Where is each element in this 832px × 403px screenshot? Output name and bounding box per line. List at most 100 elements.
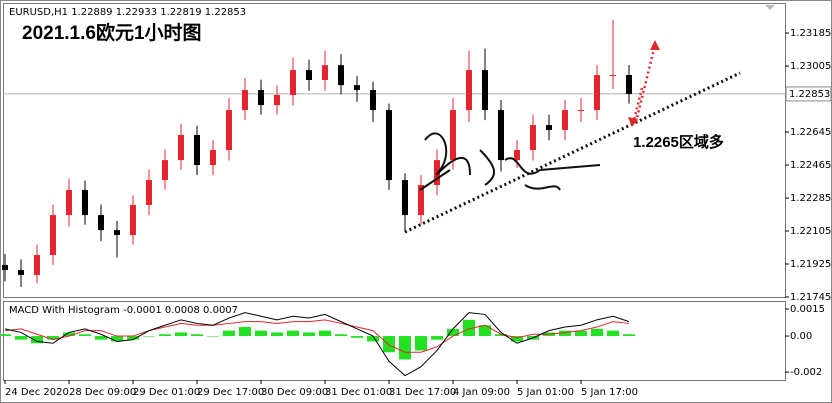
macd-histogram-bar xyxy=(271,332,283,337)
macd-histogram-bar xyxy=(447,328,459,337)
candle-body xyxy=(402,180,408,216)
candle-body xyxy=(194,134,200,166)
x-tick-label: 4 Jan 09:00 xyxy=(453,387,510,398)
macd-histogram-bar xyxy=(431,336,443,340)
macd-histogram-bar xyxy=(239,327,251,337)
y-tick-label: 1.23005 xyxy=(790,61,831,72)
candle-body xyxy=(578,110,584,112)
up-arrow xyxy=(634,44,657,123)
candle-body xyxy=(114,230,120,236)
macd-histogram-bar xyxy=(127,336,139,340)
macd-y-tick-label: -0.002 xyxy=(790,367,822,378)
y-tick-label: 1.22285 xyxy=(790,193,831,204)
candle-body xyxy=(530,125,536,150)
up-arrow-head xyxy=(650,40,660,50)
x-tick-label: 5 Jan 01:00 xyxy=(517,387,574,398)
macd-histogram-bar xyxy=(63,332,75,337)
candle-body xyxy=(466,70,472,111)
y-tick-label: 1.21745 xyxy=(790,292,831,303)
candle-body xyxy=(290,70,296,96)
macd-histogram-bar xyxy=(191,334,203,337)
macd-histogram-bar xyxy=(31,336,43,344)
down-arrow xyxy=(632,87,644,121)
candle-body xyxy=(226,110,232,150)
macd-panel xyxy=(3,301,786,381)
y-tick-label: 1.23185 xyxy=(790,28,831,39)
candle-body xyxy=(450,110,456,161)
plot-layer: 1.23185 1.23005 1.22645 1.22465 1.22285 1.221… xyxy=(0,20,832,398)
candle-body xyxy=(594,75,600,111)
macd-histogram-bar xyxy=(15,336,27,340)
candle-body xyxy=(514,150,520,161)
candle-body xyxy=(18,270,24,276)
macd-histogram-bar xyxy=(143,336,155,337)
candle-body xyxy=(50,215,56,256)
macd-histogram-bar xyxy=(223,330,235,337)
macd-histogram-bar xyxy=(175,332,187,337)
candle-body xyxy=(354,85,360,91)
y-tick-label: 1.22105 xyxy=(790,226,831,237)
candle-body xyxy=(626,75,632,94)
candle-body xyxy=(162,160,168,181)
x-tick-label: 29 Dec 01:00 xyxy=(133,387,200,398)
macd-histogram-bar xyxy=(463,319,475,337)
candle-body xyxy=(562,110,568,131)
chart-title: 2021.1.6欧元1小时图 xyxy=(22,21,202,44)
candle-body xyxy=(306,70,312,80)
macd-histogram-bar xyxy=(47,336,59,340)
x-tick-label: 24 Dec 2020 xyxy=(5,387,69,398)
candle-body xyxy=(418,185,424,216)
x-tick-label: 30 Dec 09:00 xyxy=(261,387,328,398)
macd-histogram-bar xyxy=(479,325,491,337)
macd-histogram-bar xyxy=(367,336,379,342)
macd-histogram-bar xyxy=(591,328,603,337)
x-tick-label: 31 Dec 17:00 xyxy=(389,387,456,398)
macd-histogram-bar xyxy=(623,334,635,337)
macd-histogram-bar xyxy=(255,330,267,337)
candle-body xyxy=(322,65,328,80)
candle-body xyxy=(482,70,488,111)
current-price-box xyxy=(785,86,832,102)
candle-body xyxy=(178,134,184,161)
x-tick-label: 5 Jan 17:00 xyxy=(581,387,638,398)
candle-body xyxy=(274,95,280,106)
macd-histogram-bar xyxy=(0,334,11,337)
macd-y-tick-label: 0.0015 xyxy=(790,304,825,315)
macd-histogram-bar xyxy=(351,336,363,338)
candle-body xyxy=(386,110,392,181)
indicator-title: MACD With Histogram -0.0001 0.0008 0.000… xyxy=(9,305,238,316)
candle-body xyxy=(242,90,248,111)
x-tick-label: 29 Dec 17:00 xyxy=(197,387,264,398)
candle-body xyxy=(210,150,216,166)
trend-line xyxy=(404,71,741,234)
down-arrow-head xyxy=(628,117,638,127)
candle-body xyxy=(130,204,136,236)
symbol-header: EURUSD,H1 1.22889 1.22933 1.22819 1.2285… xyxy=(9,7,246,18)
macd-histogram-bar xyxy=(575,330,587,337)
macd-histogram-bar xyxy=(607,330,619,337)
current-price-label: 1.22853 xyxy=(789,89,830,100)
macd-signal-line xyxy=(4,319,630,353)
y-tick-label: 1.21925 xyxy=(790,259,831,270)
macd-histogram-bar xyxy=(287,330,299,337)
macd-histogram-bar xyxy=(159,334,171,337)
x-tick-label: 28 Dec 09:00 xyxy=(69,387,136,398)
candle-body xyxy=(82,189,88,216)
candle-body xyxy=(98,215,104,231)
macd-histogram-bar xyxy=(79,334,91,337)
macd-histogram-bar xyxy=(111,336,123,342)
macd-macd-line xyxy=(4,312,630,377)
macd-histogram-bar xyxy=(511,336,523,342)
y-tick-label: 1.22645 xyxy=(790,127,831,138)
annotation: 1.2265区域多 xyxy=(633,133,724,151)
macd-histogram-bar xyxy=(559,330,571,337)
macd-histogram-bar xyxy=(399,336,411,360)
candle-body xyxy=(34,255,40,276)
candle-body xyxy=(146,180,152,205)
macd-histogram-bar xyxy=(207,336,219,337)
macd-y-tick-label: 0.00 xyxy=(790,331,812,342)
candle-body xyxy=(610,75,616,77)
candle-body xyxy=(2,264,8,271)
